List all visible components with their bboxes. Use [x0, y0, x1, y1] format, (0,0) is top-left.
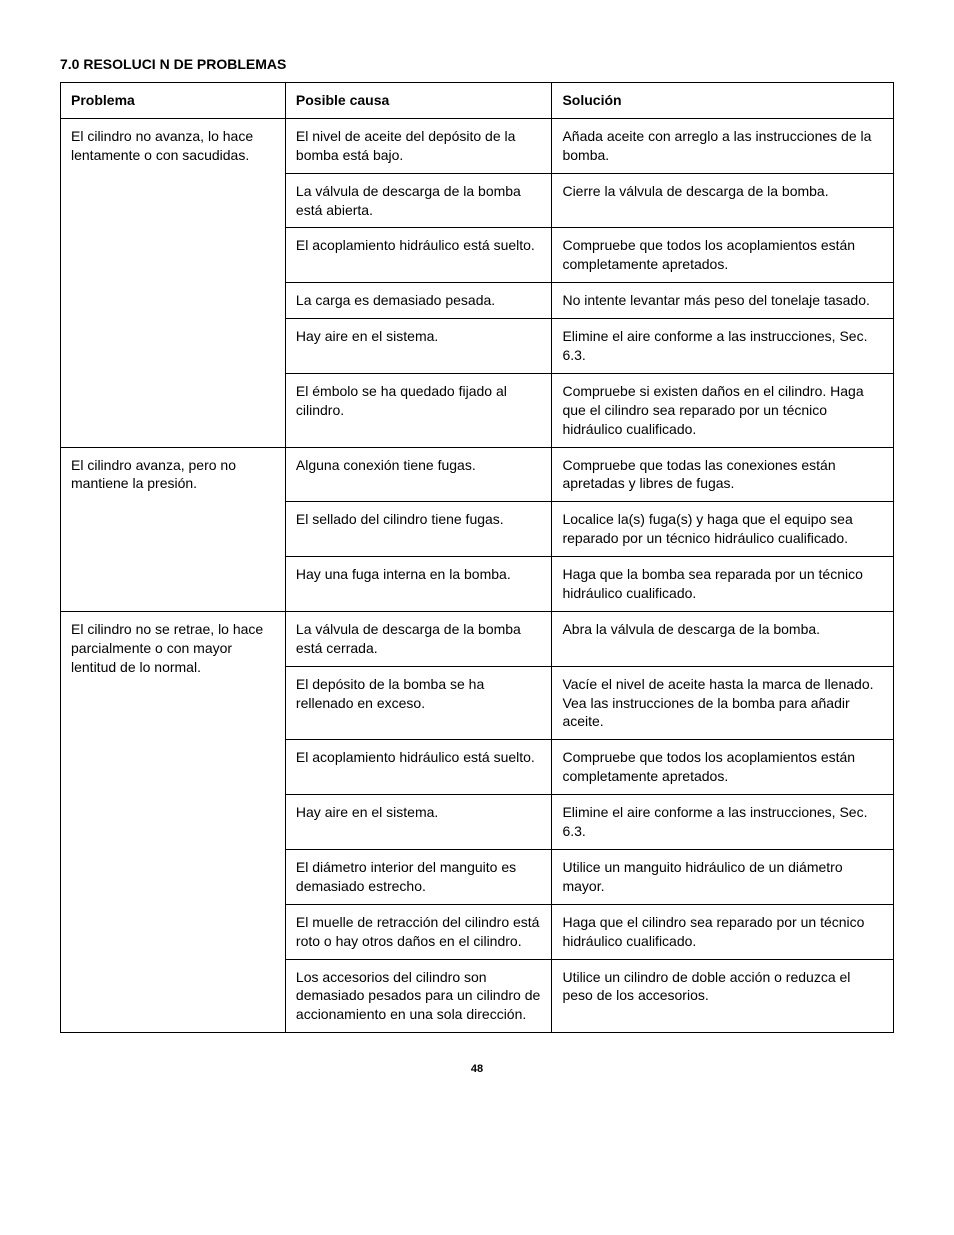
cell-cause: La válvula de descarga de la bomba está … — [285, 173, 552, 228]
table-header-row: Problema Posible causa Solución — [61, 83, 894, 119]
cell-cause: El acoplamiento hidráulico está suelto. — [285, 228, 552, 283]
header-cause: Posible causa — [285, 83, 552, 119]
cell-solution: Haga que el cilindro sea reparado por un… — [552, 904, 894, 959]
cell-cause: Hay una fuga interna en la bomba. — [285, 557, 552, 612]
cell-solution: Utilice un cilindro de doble acción o re… — [552, 959, 894, 1033]
cell-solution: Compruebe si existen daños en el cilindr… — [552, 373, 894, 447]
cell-cause: El sellado del cilindro tiene fugas. — [285, 502, 552, 557]
cell-problem: El cilindro no avanza, lo hace lentament… — [61, 118, 286, 447]
cell-solution: Compruebe que todos los acoplamientos es… — [552, 228, 894, 283]
troubleshooting-table: Problema Posible causa Solución El cilin… — [60, 82, 894, 1033]
cell-solution: Vacíe el nivel de aceite hasta la marca … — [552, 666, 894, 740]
cell-problem: El cilindro no se retrae, lo hace parcia… — [61, 611, 286, 1032]
header-problem: Problema — [61, 83, 286, 119]
cell-cause: Hay aire en el sistema. — [285, 319, 552, 374]
table-row: El cilindro no avanza, lo hace lentament… — [61, 118, 894, 173]
cell-solution: Localice la(s) fuga(s) y haga que el equ… — [552, 502, 894, 557]
cell-solution: Abra la válvula de descarga de la bomba. — [552, 611, 894, 666]
cell-problem: El cilindro avanza, pero no mantiene la … — [61, 447, 286, 611]
cell-cause: El diámetro interior del manguito es dem… — [285, 849, 552, 904]
cell-solution: Utilice un manguito hidráulico de un diá… — [552, 849, 894, 904]
cell-cause: La válvula de descarga de la bomba está … — [285, 611, 552, 666]
cell-cause: El acoplamiento hidráulico está suelto. — [285, 740, 552, 795]
cell-cause: Alguna conexión tiene fugas. — [285, 447, 552, 502]
cell-solution: Elimine el aire conforme a las instrucci… — [552, 319, 894, 374]
cell-solution: Añada aceite con arreglo a las instrucci… — [552, 118, 894, 173]
table-row: El cilindro no se retrae, lo hace parcia… — [61, 611, 894, 666]
cell-cause: El depósito de la bomba se ha rellenado … — [285, 666, 552, 740]
cell-cause: Hay aire en el sistema. — [285, 795, 552, 850]
cell-cause: El nivel de aceite del depósito de la bo… — [285, 118, 552, 173]
cell-solution: No intente levantar más peso del tonelaj… — [552, 283, 894, 319]
header-solution: Solución — [552, 83, 894, 119]
cell-cause: El émbolo se ha quedado fijado al cilind… — [285, 373, 552, 447]
cell-cause: La carga es demasiado pesada. — [285, 283, 552, 319]
cell-solution: Elimine el aire conforme a las instrucci… — [552, 795, 894, 850]
table-row: El cilindro avanza, pero no mantiene la … — [61, 447, 894, 502]
cell-solution: Cierre la válvula de descarga de la bomb… — [552, 173, 894, 228]
cell-solution: Compruebe que todos los acoplamientos es… — [552, 740, 894, 795]
table-body: El cilindro no avanza, lo hace lentament… — [61, 118, 894, 1032]
cell-solution: Compruebe que todas las conexiones están… — [552, 447, 894, 502]
cell-cause: El muelle de retracción del cilindro est… — [285, 904, 552, 959]
section-title: 7.0 RESOLUCI N DE PROBLEMAS — [60, 56, 894, 72]
page-number: 48 — [60, 1063, 894, 1075]
page-container: 7.0 RESOLUCI N DE PROBLEMAS Problema Pos… — [0, 0, 954, 1115]
cell-solution: Haga que la bomba sea reparada por un té… — [552, 557, 894, 612]
cell-cause: Los accesorios del cilindro son demasiad… — [285, 959, 552, 1033]
